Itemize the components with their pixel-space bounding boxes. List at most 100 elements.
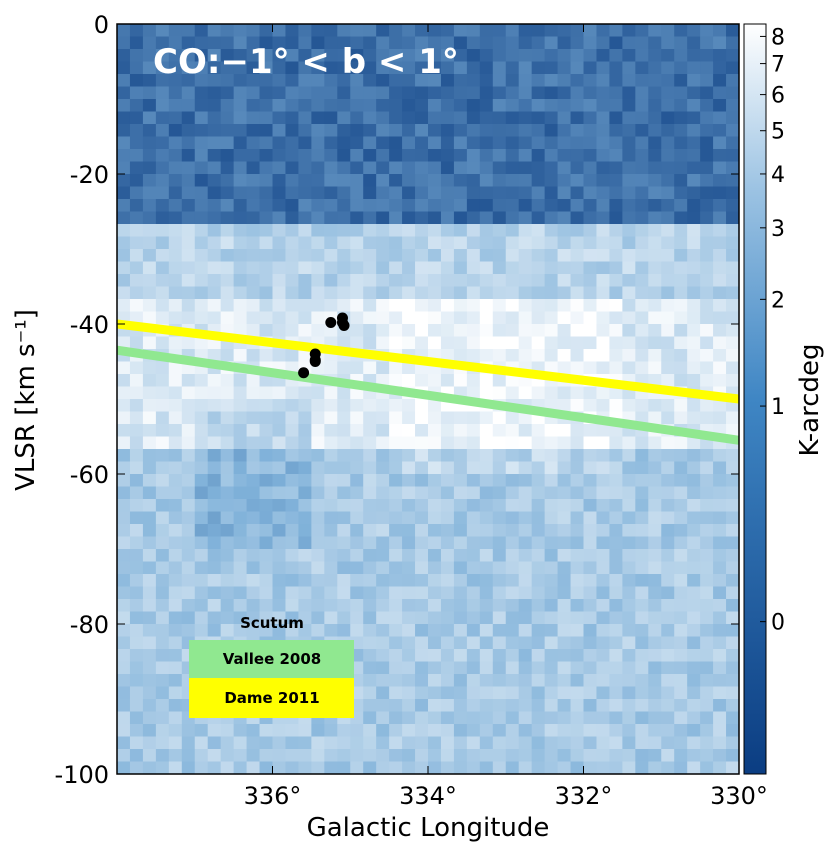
heatmap-cell: [220, 561, 235, 575]
heatmap-cell: [505, 49, 520, 63]
heatmap-cell: [402, 474, 416, 488]
heatmap-cell: [518, 724, 533, 738]
heatmap-cell: [557, 361, 572, 375]
heatmap-cell: [298, 299, 312, 313]
heatmap-cell: [376, 324, 390, 338]
heatmap-cell: [648, 274, 662, 288]
heatmap-cell: [428, 674, 442, 688]
heatmap-cell: [168, 761, 183, 774]
heatmap-cell: [415, 536, 429, 550]
heatmap-cell: [479, 686, 494, 700]
heatmap-cell: [466, 649, 481, 663]
heatmap-cell: [181, 586, 196, 600]
heatmap-cell: [492, 99, 507, 113]
heatmap-cell: [583, 74, 598, 88]
heatmap-cell: [505, 174, 520, 188]
heatmap-cell: [246, 174, 261, 188]
heatmap-cell: [298, 461, 312, 475]
heatmap-cell: [596, 261, 611, 275]
heatmap-cell: [415, 549, 429, 563]
heatmap-cell: [531, 149, 546, 163]
heatmap-cell: [129, 86, 144, 100]
heatmap-cell: [168, 61, 183, 75]
heatmap-cell: [142, 74, 157, 88]
heatmap-cell: [117, 486, 131, 500]
heatmap-cell: [492, 636, 507, 650]
heatmap-cell: [557, 524, 572, 538]
y-tick-label: 0: [94, 11, 109, 39]
heatmap-cell: [661, 199, 675, 213]
heatmap-cell: [648, 699, 662, 713]
heatmap-cell: [544, 174, 559, 188]
heatmap-cell: [428, 686, 442, 700]
heatmap-cell: [596, 736, 611, 750]
heatmap-cell: [415, 436, 429, 450]
heatmap-cell: [363, 311, 377, 325]
heatmap-cell: [285, 349, 300, 363]
heatmap-cell: [622, 261, 636, 275]
heatmap-cell: [428, 411, 442, 425]
heatmap-cell: [518, 261, 533, 275]
heatmap-cell: [415, 99, 429, 113]
heatmap-cell: [389, 674, 403, 688]
heatmap-cell: [674, 724, 688, 738]
heatmap-cell: [505, 236, 520, 250]
heatmap-cell: [389, 724, 403, 738]
heatmap-cell: [428, 499, 442, 513]
heatmap-cell: [337, 724, 351, 738]
heatmap-cell: [129, 74, 144, 88]
heatmap-cell: [622, 574, 636, 588]
heatmap-cell: [389, 24, 403, 38]
heatmap-cell: [453, 461, 468, 475]
heatmap-cell: [298, 149, 312, 163]
heatmap-cell: [246, 611, 261, 625]
heatmap-cell: [440, 324, 455, 338]
heatmap-cell: [324, 261, 338, 275]
heatmap-cell: [272, 324, 287, 338]
heatmap-cell: [129, 736, 144, 750]
heatmap-cell: [596, 161, 611, 175]
heatmap-cell: [674, 686, 688, 700]
heatmap-cell: [661, 624, 675, 638]
heatmap-cell: [570, 649, 585, 663]
heatmap-cell: [376, 86, 390, 100]
legend-swatch-dame: [189, 678, 354, 718]
heatmap-cell: [363, 561, 377, 575]
heatmap-cell: [713, 749, 727, 763]
heatmap-cell: [505, 461, 520, 475]
heatmap-cell: [194, 224, 209, 238]
heatmap-cell: [700, 349, 714, 363]
heatmap-cell: [544, 236, 559, 250]
heatmap-cell: [492, 511, 507, 525]
heatmap-cell: [428, 299, 442, 313]
heatmap-cell: [492, 711, 507, 725]
heatmap-cell: [674, 524, 688, 538]
heatmap-cell: [661, 236, 675, 250]
heatmap-cell: [233, 236, 248, 250]
heatmap-cell: [428, 311, 442, 325]
heatmap-cell: [622, 674, 636, 688]
heatmap-cell: [440, 374, 455, 388]
heatmap-cell: [518, 511, 533, 525]
heatmap-cell: [453, 636, 468, 650]
heatmap-cell: [350, 261, 364, 275]
heatmap-cell: [376, 424, 390, 438]
heatmap-cell: [440, 199, 455, 213]
heatmap-cell: [674, 474, 688, 488]
heatmap-cell: [389, 511, 403, 525]
heatmap-cell: [389, 761, 403, 774]
heatmap-cell: [311, 86, 325, 100]
heatmap-cell: [337, 299, 351, 313]
heatmap-cell: [466, 411, 481, 425]
heatmap-cell: [285, 411, 300, 425]
heatmap-cell: [609, 199, 623, 213]
heatmap-cell: [557, 724, 572, 738]
heatmap-cell: [466, 136, 481, 150]
heatmap-cell: [298, 61, 312, 75]
heatmap-cell: [726, 149, 739, 163]
heatmap-cell: [428, 174, 442, 188]
heatmap-cell: [311, 424, 325, 438]
heatmap-cells: [117, 24, 739, 774]
heatmap-cell: [557, 61, 572, 75]
